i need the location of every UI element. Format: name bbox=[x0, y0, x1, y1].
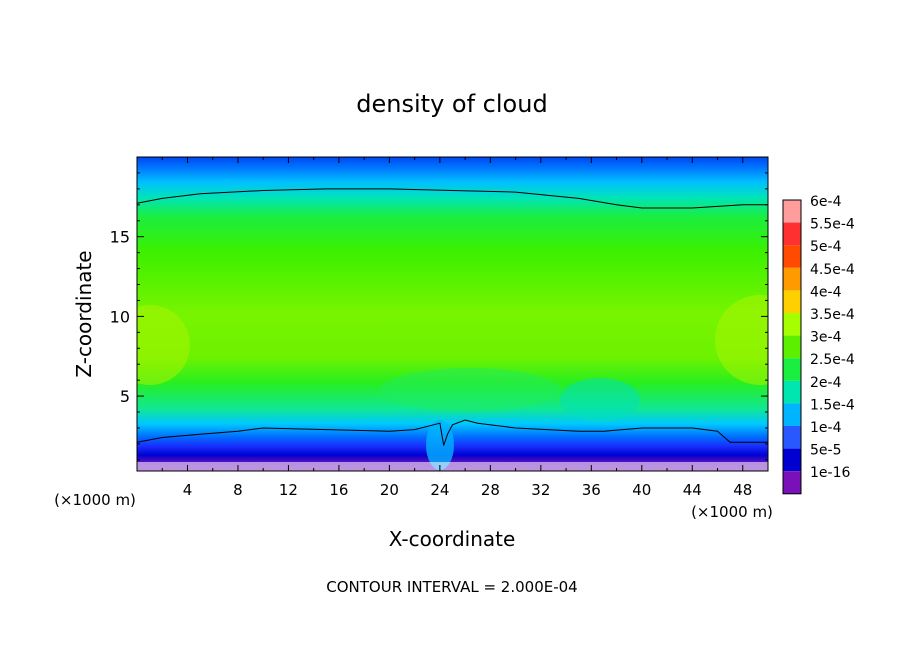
ground-gap bbox=[137, 462, 768, 471]
colorbar-swatch bbox=[783, 222, 801, 246]
y-axis-label: Z-coordinate bbox=[72, 250, 96, 377]
colorbar-label: 2e-4 bbox=[810, 375, 842, 391]
x-tick-label: 32 bbox=[531, 481, 550, 499]
x-tick-label: 48 bbox=[733, 481, 752, 499]
colorbar-swatch bbox=[783, 313, 801, 336]
colorbar-swatch bbox=[783, 200, 801, 223]
colorbar-swatch bbox=[783, 290, 801, 313]
colorbar-swatch bbox=[783, 267, 801, 291]
heatmap-field bbox=[137, 157, 768, 471]
y-tick-label: 15 bbox=[110, 228, 130, 247]
x-tick-label: 20 bbox=[380, 481, 399, 499]
y-tick-label: 10 bbox=[110, 307, 130, 326]
heatmap-blob-center bbox=[380, 368, 560, 412]
heatmap-background bbox=[137, 157, 768, 471]
colorbar-label: 5e-4 bbox=[810, 239, 842, 255]
y-tick-label: 5 bbox=[120, 387, 130, 406]
colorbar-label: 5e-5 bbox=[810, 443, 841, 459]
x-tick-label: 24 bbox=[430, 481, 449, 499]
colorbar-label: 1.5e-4 bbox=[810, 397, 855, 413]
plot-frame bbox=[136, 156, 769, 472]
x-tick-label: 8 bbox=[233, 481, 243, 499]
colorbar-label: 3.5e-4 bbox=[810, 307, 855, 323]
x-axis-label: X-coordinate bbox=[389, 527, 516, 551]
x-unit-right: (×1000 m) bbox=[691, 503, 773, 521]
heatmap-blob-left bbox=[137, 305, 190, 385]
x-unit-left: (×1000 m) bbox=[54, 491, 136, 509]
heatmap-plume bbox=[426, 420, 454, 470]
colorbar-swatch bbox=[783, 426, 801, 449]
colorbar-label: 3e-4 bbox=[810, 330, 842, 346]
x-tick-label: 36 bbox=[582, 481, 601, 499]
colorbar-swatch bbox=[783, 358, 801, 381]
colorbar-label: 1e-16 bbox=[810, 465, 850, 481]
colorbar-label: 1e-4 bbox=[810, 420, 842, 436]
colorbar-label: 6e-4 bbox=[810, 194, 842, 210]
contour-line-lower bbox=[136, 419, 768, 446]
contour-interval-footer: CONTOUR INTERVAL = 2.000E-04 bbox=[326, 578, 577, 596]
x-tick-label: 12 bbox=[279, 481, 298, 499]
x-tick-label: 40 bbox=[632, 481, 651, 499]
colorbar-swatch bbox=[783, 380, 801, 404]
colorbar-label: 4e-4 bbox=[810, 284, 842, 300]
colorbar: 6e-4 5.5e-4 5e-4 4.5e-4 4e-4 3.5e-4 3e-4 2.5e-4… bbox=[782, 194, 855, 495]
colorbar-swatch bbox=[783, 471, 801, 494]
colorbar-swatch bbox=[783, 245, 801, 268]
chart-title: density of cloud bbox=[356, 90, 547, 118]
colorbar-frame bbox=[782, 199, 802, 495]
colorbar-swatch bbox=[783, 403, 801, 426]
contour-lines bbox=[136, 188, 768, 446]
colorbar-swatch bbox=[783, 335, 801, 359]
colorbar-label: 5.5e-4 bbox=[810, 217, 855, 233]
x-tick-label: 4 bbox=[183, 481, 193, 499]
heatmap-blob-right bbox=[715, 295, 768, 385]
y-axis: 5 10 15 bbox=[110, 172, 768, 461]
colorbar-swatch bbox=[783, 448, 801, 472]
x-tick-label: 28 bbox=[481, 481, 500, 499]
x-tick-label: 44 bbox=[683, 481, 702, 499]
x-axis: 4 8 12 16 20 24 28 32 36 40 44 48 bbox=[161, 157, 752, 499]
contour-line-upper bbox=[136, 188, 768, 209]
colorbar-label: 4.5e-4 bbox=[810, 262, 855, 278]
colorbar-label: 2.5e-4 bbox=[810, 352, 855, 368]
x-tick-label: 16 bbox=[329, 481, 348, 499]
heatmap-blob-center-right bbox=[560, 378, 640, 422]
